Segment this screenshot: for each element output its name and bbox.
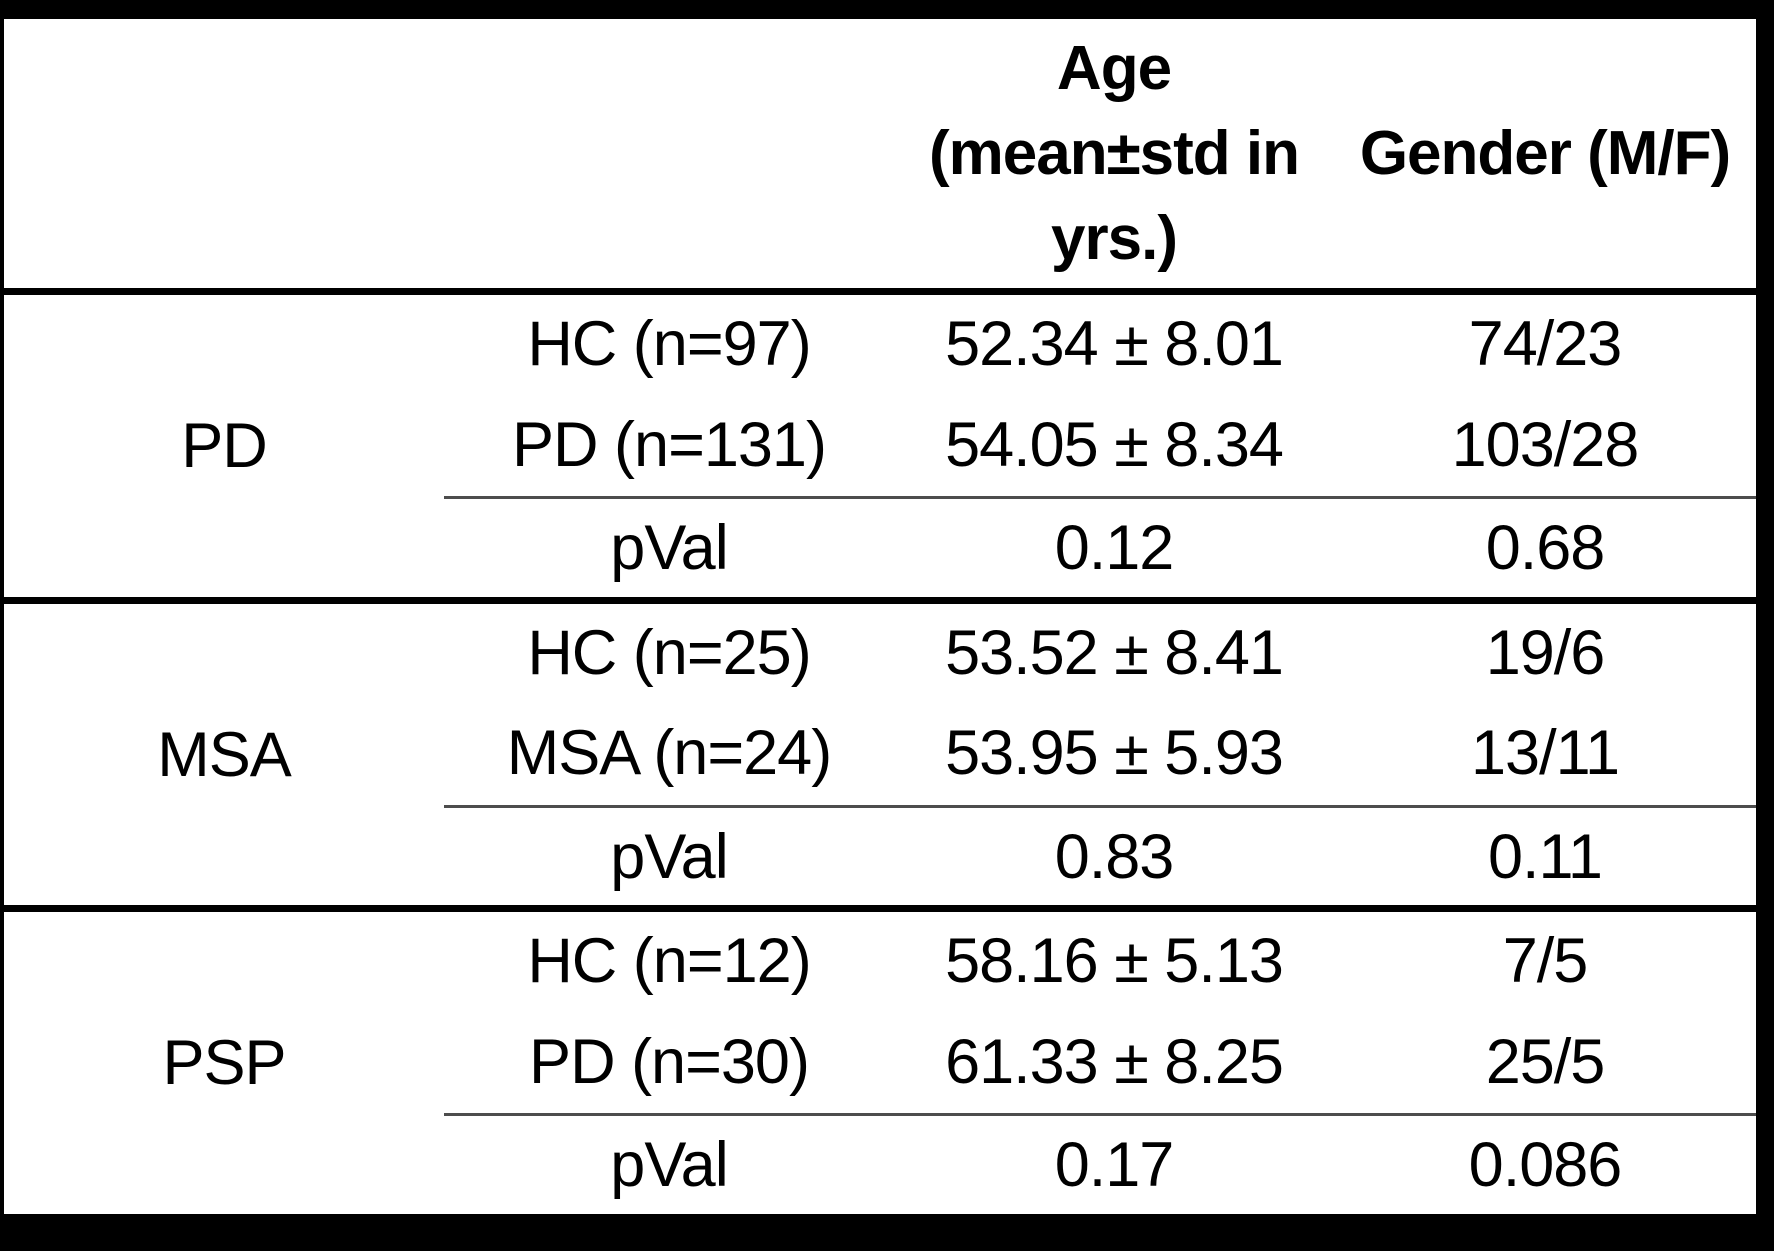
subgroup-cell: MSA (n=24) [506,718,832,789]
age-cell: 53.52 ± 8.41 [945,617,1284,688]
pval-label: pVal [610,821,728,892]
pval-age-cell: 0.12 [1054,512,1175,583]
subgroup-cell: HC (n=12) [527,926,811,997]
header-divider [4,288,1756,295]
age-cell: 54.05 ± 8.34 [945,409,1284,480]
pval-label: pVal [610,1130,728,1201]
age-cell: 58.16 ± 5.13 [945,926,1284,997]
subgroup-cell: HC (n=25) [527,617,811,688]
group-label: MSA [157,719,292,790]
age-header-line2: (mean±std in [929,119,1300,188]
group-label: PSP [162,1028,286,1099]
age-cell: 53.95 ± 5.93 [945,718,1284,789]
gender-cell: 74/23 [1468,309,1623,379]
group-block-pd: PD HC (n=97) 52.34 ± 8.01 74/23 PD (n=13… [4,295,1756,597]
pval-gender-cell: 0.11 [1488,821,1603,892]
pval-age-cell: 0.17 [1054,1130,1175,1201]
pval-age-cell: 0.83 [1054,821,1175,892]
group-block-msa: MSA HC (n=25) 53.52 ± 8.41 19/6 MSA (n=2… [4,604,1756,906]
pval-separator-line [444,1113,1756,1117]
gender-cell: 25/5 [1485,1026,1606,1097]
gender-column-header: Gender (M/F) [1359,119,1731,188]
gender-cell: 7/5 [1502,926,1589,997]
age-header-line1: Age [1056,34,1172,103]
pval-gender-cell: 0.086 [1468,1130,1623,1201]
block-divider [4,905,1756,913]
subgroup-cell: PD (n=131) [512,409,827,480]
gender-cell: 103/28 [1451,409,1640,480]
group-block-psp: PSP HC (n=12) 58.16 ± 5.13 7/5 PD (n=30)… [4,912,1756,1214]
age-column-header: Age (mean±std in yrs.) [894,26,1334,281]
table-header-row: Age (mean±std in yrs.) Gender (M/F) [4,19,1756,288]
group-label: PD [181,410,268,481]
pval-label: pVal [610,512,728,583]
age-cell: 61.33 ± 8.25 [945,1026,1284,1097]
pval-separator-line [444,804,1756,808]
gender-cell: 19/6 [1485,617,1606,688]
age-cell: 52.34 ± 8.01 [945,309,1284,379]
demographics-table: Age (mean±std in yrs.) Gender (M/F) PD H… [4,19,1756,1214]
block-divider [4,596,1756,604]
subgroup-cell: HC (n=97) [527,309,811,379]
pval-gender-cell: 0.68 [1485,512,1606,583]
pval-separator-line [444,496,1756,499]
gender-cell: 13/11 [1471,718,1620,789]
age-header-line3: yrs.) [1051,204,1178,273]
subgroup-cell: PD (n=30) [529,1026,810,1097]
